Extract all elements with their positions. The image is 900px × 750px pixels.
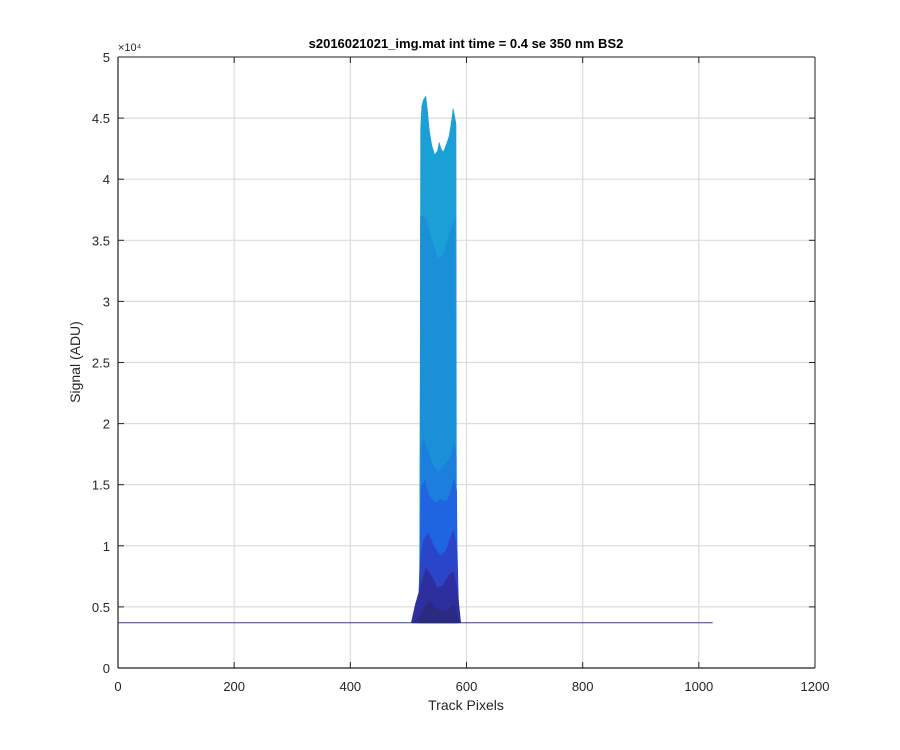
y-tick-label: 2: [103, 417, 110, 432]
y-tick-label: 3: [103, 294, 110, 309]
x-axis-label: Track Pixels: [428, 697, 504, 713]
tick-labels: 0 200 400 600 800 1000 1200 0 0.5 1 1.5 2 2.5 3 3.5 4 4.…: [92, 50, 830, 694]
x-tick-label: 200: [223, 679, 245, 694]
chart-title: s2016021021_img.mat int time = 0.4 se 35…: [309, 36, 624, 51]
y-tick-label: 1.5: [92, 478, 110, 493]
x-tick-label: 400: [339, 679, 361, 694]
y-tick-label: 3.5: [92, 233, 110, 248]
x-tick-label: 0: [114, 679, 121, 694]
y-axis-label: Signal (ADU): [67, 321, 83, 403]
axes: [117, 56, 816, 669]
y-tick-label: 2.5: [92, 356, 110, 371]
y-tick-label: 0.5: [92, 600, 110, 615]
x-tick-label: 1200: [801, 679, 830, 694]
x-tick-label: 800: [572, 679, 594, 694]
y-tick-label: 1: [103, 539, 110, 554]
x-tick-label: 600: [456, 679, 478, 694]
y-exponent-label: ×10⁴: [118, 42, 142, 54]
y-tick-label: 4: [103, 172, 110, 187]
plot-data: [118, 95, 713, 624]
y-tick-label: 4.5: [92, 111, 110, 126]
series-area-7: [412, 600, 460, 624]
y-tick-label: 0: [103, 661, 110, 676]
x-tick-label: 1000: [684, 679, 713, 694]
y-tick-label: 5: [103, 50, 110, 65]
series-area-6: [410, 567, 462, 624]
